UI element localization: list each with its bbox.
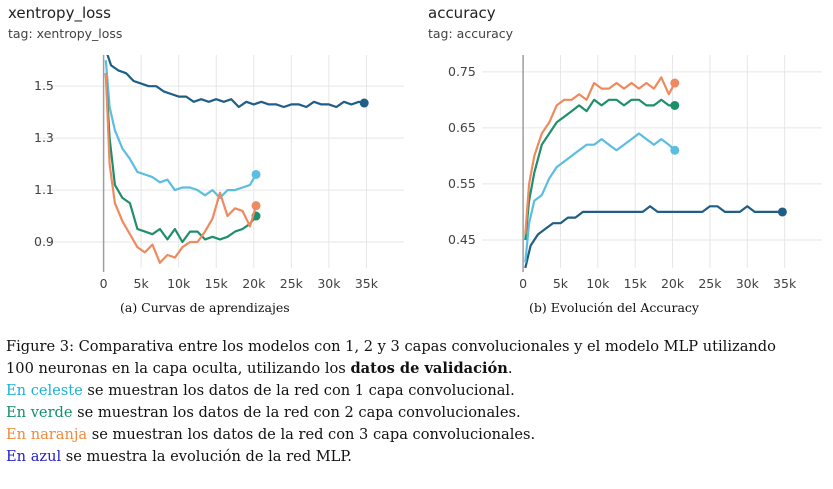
caption-text-4: se muestran los datos de la red con 2 ca… bbox=[72, 404, 521, 421]
loss-series-end-point-3 bbox=[251, 201, 261, 211]
acc-y-tick-label: 0.65 bbox=[448, 120, 476, 135]
caption-verde: En verde bbox=[6, 404, 73, 421]
caption-text-2: 100 neuronas en la capa oculta, utilizan… bbox=[6, 360, 351, 377]
acc-series-end-point-0 bbox=[777, 207, 787, 217]
caption-period: . bbox=[507, 360, 513, 377]
acc-series-line-1 bbox=[524, 132, 676, 263]
caption-text-5: se muestran los datos de la red con 3 ca… bbox=[87, 426, 536, 443]
loss-chart-tag: tag: xentropy_loss bbox=[8, 26, 123, 41]
loss-chart: 0 5k 10k 15k 20k 25k 30k 35k 0.9 1.1 1.3 1.5 bbox=[34, 55, 404, 291]
acc-x-tick-label: 20k bbox=[661, 276, 685, 291]
accuracy-chart-tag: tag: accuracy bbox=[428, 26, 514, 41]
loss-chart-title: xentropy_loss bbox=[8, 4, 111, 22]
loss-x-tick-label: 20k bbox=[242, 276, 266, 291]
caption-line-3: En celeste se muestran los datos de la r… bbox=[6, 380, 828, 402]
loss-x-tick-label: 5k bbox=[134, 276, 150, 291]
acc-series-end-point-3 bbox=[670, 78, 680, 88]
caption-azul: En azul bbox=[6, 448, 62, 465]
loss-y-tick-label: 1.1 bbox=[34, 182, 54, 197]
loss-x-tick-label: 30k bbox=[317, 276, 341, 291]
acc-x-tick-label: 30k bbox=[736, 276, 760, 291]
acc-y-tick-label: 0.45 bbox=[448, 232, 476, 247]
acc-series-end-point-1 bbox=[670, 145, 680, 155]
loss-series-line-3 bbox=[104, 73, 258, 264]
caption-text-1: Figure 3: Comparativa entre los modelos … bbox=[6, 338, 776, 355]
caption-text-6: se muestra la evolución de la red MLP. bbox=[61, 448, 352, 465]
loss-subcaption: (a) Curvas de aprendizajes bbox=[120, 300, 290, 315]
loss-series-end-point-0 bbox=[359, 98, 369, 108]
caption-bold-text: datos de validación bbox=[350, 360, 508, 377]
loss-x-tick-label: 25k bbox=[280, 276, 304, 291]
caption-text-3: se muestran los datos de la red con 1 ca… bbox=[82, 382, 515, 399]
loss-series-line-2 bbox=[104, 73, 257, 244]
acc-x-tick-label: 0 bbox=[519, 276, 527, 291]
caption-naranja: En naranja bbox=[6, 426, 88, 443]
loss-x-tick-label: 35k bbox=[355, 276, 379, 291]
acc-x-tick-label: 35k bbox=[773, 276, 797, 291]
acc-x-tick-label: 15k bbox=[624, 276, 648, 291]
caption-line-4: En verde se muestran los datos de la red… bbox=[6, 402, 828, 424]
caption-celeste: En celeste bbox=[6, 382, 83, 399]
accuracy-chart-title: accuracy bbox=[428, 4, 496, 22]
loss-series-line-0 bbox=[106, 55, 365, 109]
accuracy-chart: 0 5k 10k 15k 20k 25k 30k 35k 0.45 0.55 0.65 0.75 bbox=[448, 55, 822, 291]
accuracy-subcaption: (b) Evolución del Accuracy bbox=[529, 300, 699, 315]
acc-x-tick-label: 10k bbox=[586, 276, 610, 291]
acc-series-line-3 bbox=[524, 76, 676, 235]
caption-line-2: 100 neuronas en la capa oculta, utilizan… bbox=[6, 358, 828, 380]
caption-line-5: En naranja se muestran los datos de la r… bbox=[6, 424, 828, 446]
loss-x-tick-label: 0 bbox=[100, 276, 108, 291]
loss-y-tick-label: 1.5 bbox=[34, 78, 54, 93]
accuracy-panel: accuracy tag: accuracy 0 5k 10k 15k 20k 25k 30… bbox=[420, 0, 833, 320]
caption-line-1: Figure 3: Comparativa entre los modelos … bbox=[6, 336, 828, 358]
caption-line-6: En azul se muestra la evolución de la re… bbox=[6, 446, 828, 468]
loss-panel: xentropy_loss tag: xentropy_loss 0 5k 10k 1… bbox=[0, 0, 410, 320]
loss-y-tick-label: 1.3 bbox=[34, 130, 54, 145]
loss-x-tick-label: 10k bbox=[167, 276, 191, 291]
acc-series-end-point-2 bbox=[670, 100, 680, 110]
acc-y-tick-label: 0.75 bbox=[448, 64, 476, 79]
figure-caption: Figure 3: Comparativa entre los modelos … bbox=[6, 336, 828, 468]
loss-series-end-point-1 bbox=[251, 169, 261, 179]
loss-y-tick-label: 0.9 bbox=[34, 234, 54, 249]
loss-x-tick-label: 15k bbox=[205, 276, 229, 291]
acc-series-line-0 bbox=[524, 205, 783, 268]
acc-series-line-2 bbox=[524, 98, 675, 241]
acc-y-tick-label: 0.55 bbox=[448, 176, 476, 191]
acc-x-tick-label: 25k bbox=[698, 276, 722, 291]
acc-x-tick-label: 5k bbox=[553, 276, 569, 291]
loss-series-line-1 bbox=[104, 60, 257, 199]
